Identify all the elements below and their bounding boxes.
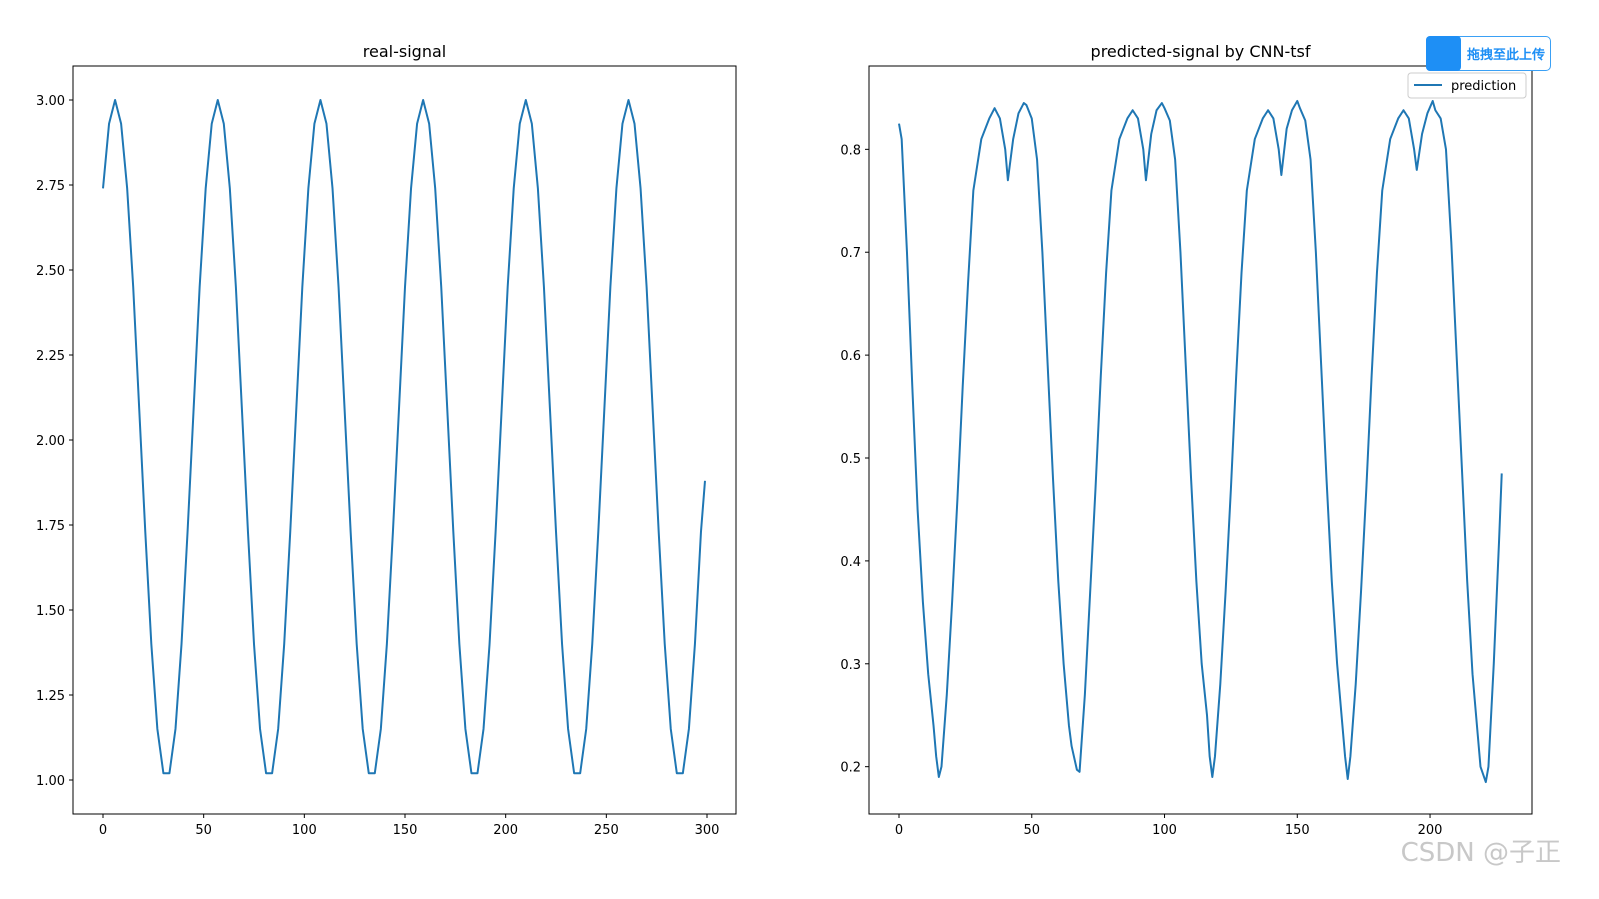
chart-title: real-signal <box>363 42 446 61</box>
legend-label: prediction <box>1451 79 1516 94</box>
axes-frame <box>72 65 737 815</box>
line-series <box>898 99 1503 784</box>
x-tick-label: 250 <box>594 823 619 838</box>
x-tick-label: 200 <box>1418 823 1443 838</box>
x-tick-label: 0 <box>895 823 903 838</box>
y-tick-label: 0.2 <box>840 761 861 776</box>
y-tick-label: 0.6 <box>840 349 861 364</box>
x-tick-label: 50 <box>1023 823 1040 838</box>
y-tick-label: 1.25 <box>36 689 65 704</box>
x-tick-label: 150 <box>1285 823 1310 838</box>
x-tick-label: 100 <box>292 823 317 838</box>
y-tick-label: 2.75 <box>36 179 65 194</box>
y-tick-label: 2.25 <box>36 349 65 364</box>
chart-title: predicted-signal by CNN-tsf <box>1091 42 1311 61</box>
y-tick-label: 1.50 <box>36 604 65 619</box>
upload-button[interactable]: 拖拽至此上传 <box>1426 36 1551 71</box>
x-tick-label: 150 <box>393 823 418 838</box>
x-tick-label: 100 <box>1152 823 1177 838</box>
watermark: CSDN @子正 <box>1400 838 1561 868</box>
y-tick-label: 0.8 <box>840 143 861 158</box>
x-tick-label: 50 <box>195 823 212 838</box>
upload-label: 拖拽至此上传 <box>1467 48 1546 63</box>
x-tick-label: 200 <box>493 823 518 838</box>
y-tick-label: 2.00 <box>36 434 65 449</box>
x-tick-label: 0 <box>99 823 107 838</box>
y-tick-label: 1.00 <box>36 774 65 789</box>
legend-box <box>1407 72 1527 99</box>
x-tick-label: 300 <box>695 823 720 838</box>
y-tick-label: 0.4 <box>840 555 861 570</box>
y-tick-label: 0.5 <box>840 452 861 467</box>
line-series <box>102 99 706 775</box>
y-tick-label: 0.3 <box>840 658 861 673</box>
y-tick-label: 0.7 <box>840 246 861 261</box>
y-tick-label: 1.75 <box>36 519 65 534</box>
y-tick-label: 3.00 <box>36 94 65 109</box>
y-tick-label: 2.50 <box>36 264 65 279</box>
axes-frame <box>868 65 1533 815</box>
upload-icon <box>1426 36 1461 71</box>
